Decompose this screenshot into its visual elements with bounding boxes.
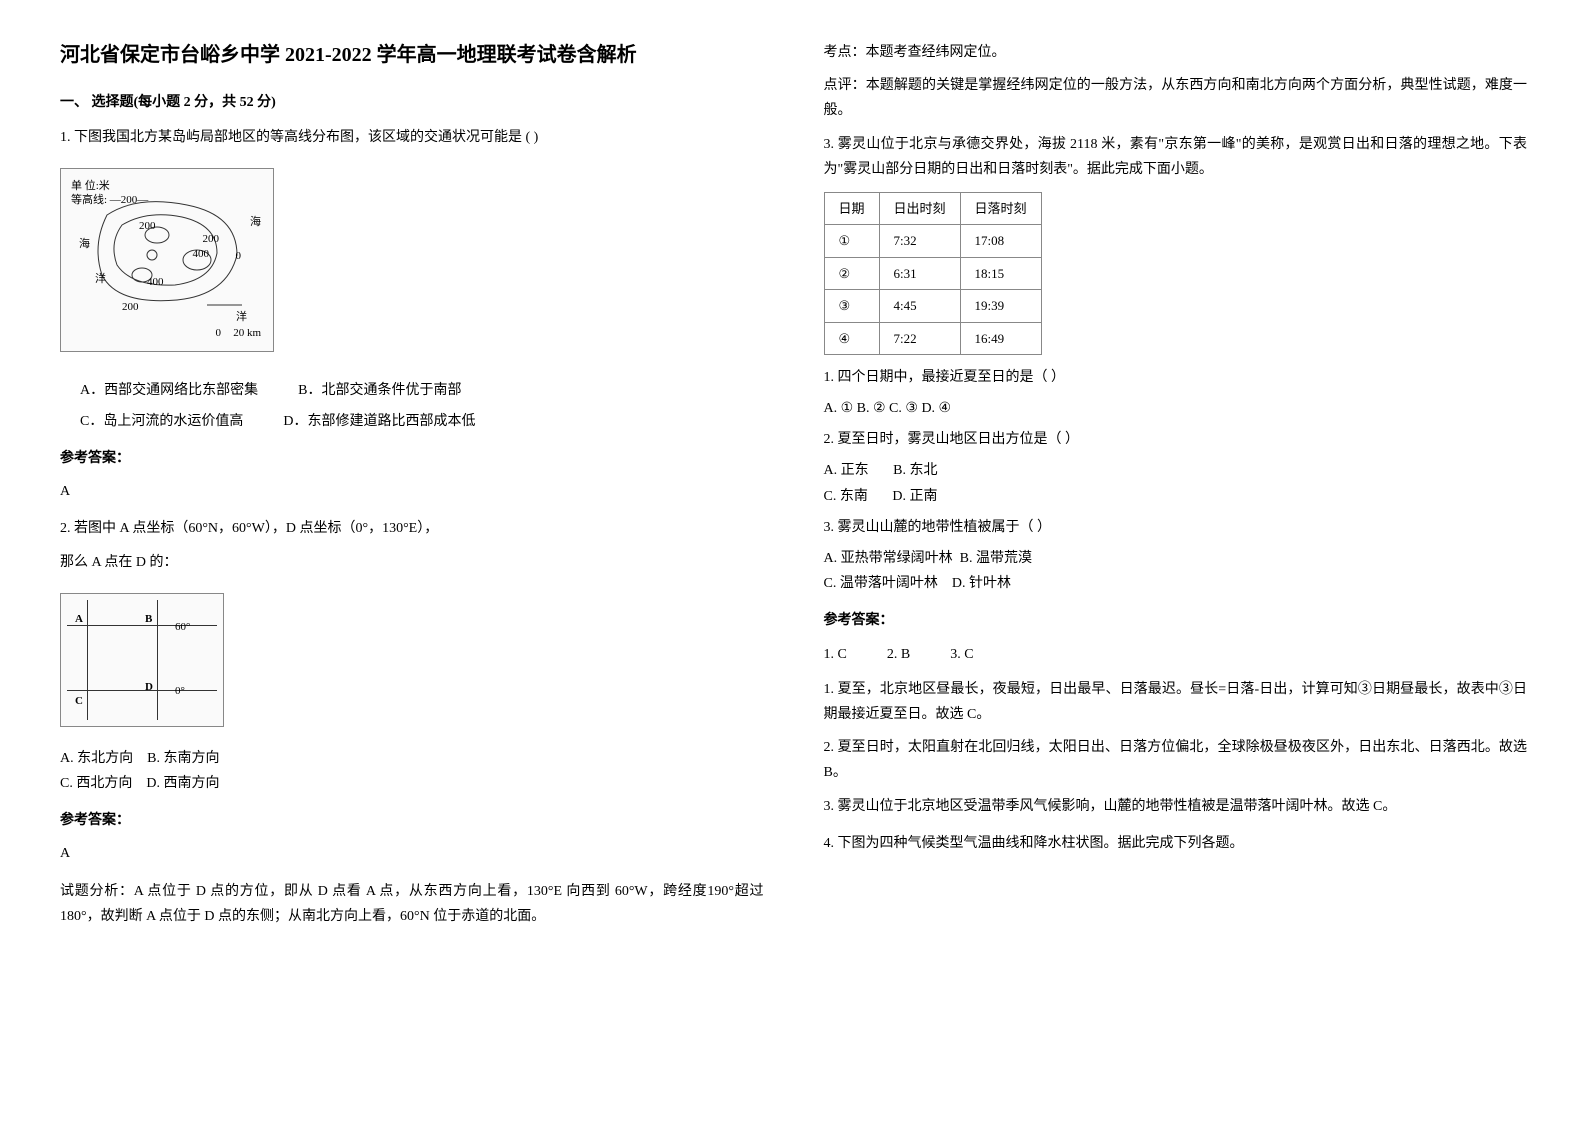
scale-label: 20 km — [233, 324, 261, 344]
table-cell: 16:49 — [960, 322, 1041, 354]
q3-ans3: 3. C — [950, 642, 973, 667]
table-row: ① 7:32 17:08 — [824, 225, 1041, 257]
q2-option-a: A. 东北方向 — [60, 751, 133, 766]
contour-200a: 200 — [139, 217, 156, 237]
question-3: 3. 雾灵山位于北京与承德交界处，海拔 2118 米，素有"京东第一峰"的美称，… — [824, 132, 1528, 819]
sea-label-1: 海 — [79, 235, 90, 255]
q3-sub3-opt-c: C. 温带落叶阔叶林 — [824, 576, 938, 591]
q4-text: 4. 下图为四种气候类型气温曲线和降水柱状图。据此完成下列各题。 — [824, 831, 1528, 856]
ocean-label-1: 洋 — [95, 270, 106, 290]
q3-sub2-opt-d: D. 正南 — [892, 489, 937, 504]
grid-lat60: 60° — [175, 618, 190, 638]
scale-zero: 0 — [216, 324, 222, 344]
table-row: ④ 7:22 16:49 — [824, 322, 1041, 354]
q3-sub3: 3. 雾灵山山麓的地带性植被属于（ ） — [824, 515, 1528, 540]
section-1-header: 一、 选择题(每小题 2 分，共 52 分) — [60, 90, 764, 115]
table-cell: ② — [824, 257, 879, 289]
table-header-date: 日期 — [824, 192, 879, 224]
q1-map-figure: 单 位:米 等高线: —200— 海 海 洋 洋 20 — [60, 168, 274, 352]
q1-option-d: D．东部修建道路比西部成本低 — [283, 409, 475, 434]
q3-exp3: 3. 雾灵山位于北京地区受温带季风气候影响，山麓的地带性植被是温带落叶阔叶林。故… — [824, 794, 1528, 819]
q3-intro: 3. 雾灵山位于北京与承德交界处，海拔 2118 米，素有"京东第一峰"的美称，… — [824, 132, 1528, 182]
q3-sub3-opt-d: D. 针叶林 — [952, 576, 1011, 591]
table-cell: ③ — [824, 290, 879, 322]
question-1: 1. 下图我国北方某岛屿局部地区的等高线分布图，该区域的交通状况可能是 ( ) … — [60, 125, 764, 504]
table-cell: ④ — [824, 322, 879, 354]
q3-sub1: 1. 四个日期中，最接近夏至日的是（ ） — [824, 365, 1528, 390]
q2-option-d: D. 西南方向 — [146, 776, 219, 791]
table-cell: 4:45 — [879, 290, 960, 322]
sea-label-2: 海 — [250, 213, 261, 233]
q3-sub3-opt-b: B. 温带荒漠 — [960, 551, 1032, 566]
grid-lat0: 0° — [175, 682, 185, 702]
q2-option-c: C. 西北方向 — [60, 776, 132, 791]
contour-400a: 400 — [193, 245, 210, 265]
table-header-rise: 日出时刻 — [879, 192, 960, 224]
exam-title: 河北省保定市台峪乡中学 2021-2022 学年高一地理联考试卷含解析 — [60, 40, 764, 70]
q3-ans2: 2. B — [887, 642, 910, 667]
grid-B: B — [145, 610, 152, 630]
map-contour-label: 等高线: —200— — [71, 191, 148, 211]
q1-text: 1. 下图我国北方某岛屿局部地区的等高线分布图，该区域的交通状况可能是 ( ) — [60, 125, 764, 150]
q3-sub2: 2. 夏至日时，雾灵山地区日出方位是（ ） — [824, 427, 1528, 452]
q1-option-a: A．西部交通网络比东部密集 — [80, 378, 258, 403]
contour-0: 0 — [236, 247, 242, 267]
grid-C: C — [75, 692, 83, 712]
grid-D: D — [145, 678, 153, 698]
table-cell: 17:08 — [960, 225, 1041, 257]
table-cell: 19:39 — [960, 290, 1041, 322]
q3-sub2-opt-c: C. 东南 — [824, 489, 868, 504]
q2-analysis: 试题分析：A 点位于 D 点的方位，即从 D 点看 A 点，从东西方向上看，13… — [60, 879, 764, 929]
q1-answer: A — [60, 479, 764, 504]
q2-text2: 那么 A 点在 D 的： — [60, 550, 764, 575]
q3-sub2-opt-b: B. 东北 — [893, 463, 937, 478]
q2-grid-figure: A B C D 60° 0° — [60, 593, 224, 727]
q1-option-c: C．岛上河流的水运价值高 — [80, 409, 243, 434]
q3-exp1: 1. 夏至，北京地区昼最长，夜最短，日出最早、日落最迟。昼长=日落-日出，计算可… — [824, 677, 1528, 727]
q2-text: 2. 若图中 A 点坐标（60°N，60°W），D 点坐标（0°，130°E）， — [60, 516, 764, 541]
q1-option-b: B．北部交通条件优于南部 — [298, 378, 461, 403]
kaodian: 考点：本题考查经纬网定位。 — [824, 40, 1528, 65]
q3-ans1: 1. C — [824, 642, 847, 667]
sunrise-sunset-table: 日期 日出时刻 日落时刻 ① 7:32 17:08 ② 6:31 18:15 ③… — [824, 192, 1042, 355]
table-cell: 7:32 — [879, 225, 960, 257]
left-column: 河北省保定市台峪乡中学 2021-2022 学年高一地理联考试卷含解析 一、 选… — [60, 40, 764, 941]
table-cell: ① — [824, 225, 879, 257]
table-header-set: 日落时刻 — [960, 192, 1041, 224]
table-row: ② 6:31 18:15 — [824, 257, 1041, 289]
q2-answer-header: 参考答案： — [60, 808, 764, 833]
contour-200c: 200 — [122, 298, 139, 318]
contour-400b: 400 — [147, 273, 164, 293]
q1-answer-header: 参考答案： — [60, 446, 764, 471]
q3-exp2: 2. 夏至日时，太阳直射在北回归线，太阳日出、日落方位偏北，全球除极昼极夜区外，… — [824, 735, 1528, 785]
q2-answer: A — [60, 841, 764, 866]
table-cell: 18:15 — [960, 257, 1041, 289]
table-cell: 6:31 — [879, 257, 960, 289]
q3-sub3-opt-a: A. 亚热带常绿阔叶林 — [824, 551, 953, 566]
table-cell: 7:22 — [879, 322, 960, 354]
grid-A: A — [75, 610, 83, 630]
q3-sub2-opt-a: A. 正东 — [824, 463, 869, 478]
q3-sub1-opts: A. ① B. ② C. ③ D. ④ — [824, 396, 1528, 421]
q3-answer-header: 参考答案： — [824, 608, 1528, 633]
right-column: 考点：本题考查经纬网定位。 点评：本题解题的关键是掌握经纬网定位的一般方法，从东… — [824, 40, 1528, 941]
q2-option-b: B. 东南方向 — [147, 751, 219, 766]
question-4: 4. 下图为四种气候类型气温曲线和降水柱状图。据此完成下列各题。 — [824, 831, 1528, 856]
table-row: ③ 4:45 19:39 — [824, 290, 1041, 322]
dianping: 点评：本题解题的关键是掌握经纬网定位的一般方法，从东西方向和南北方向两个方面分析… — [824, 73, 1528, 123]
question-2: 2. 若图中 A 点坐标（60°N，60°W），D 点坐标（0°，130°E），… — [60, 516, 764, 929]
